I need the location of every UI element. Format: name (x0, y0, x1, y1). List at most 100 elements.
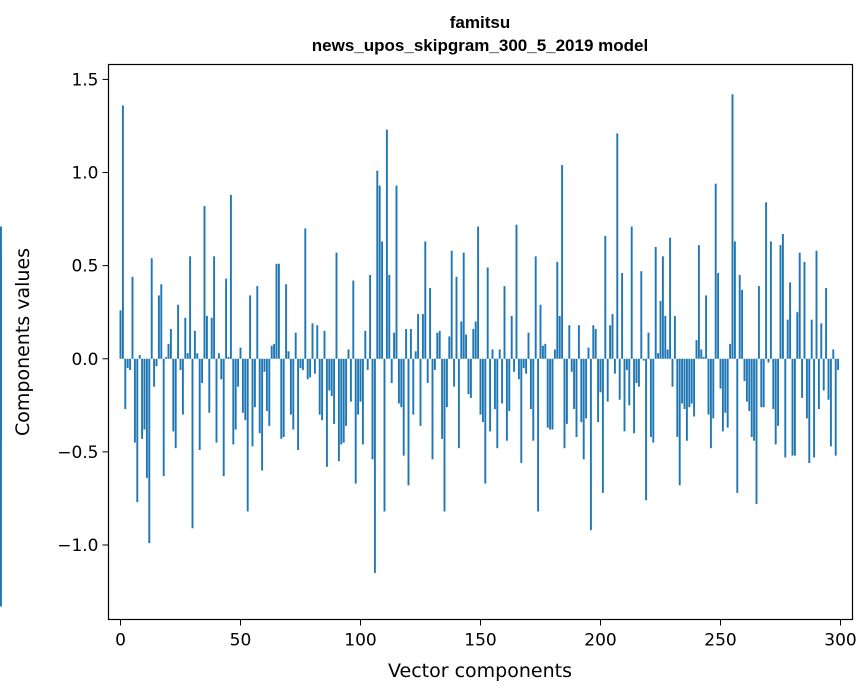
bar (618, 358, 621, 400)
bar (361, 358, 364, 445)
bar (220, 358, 223, 380)
bar (781, 233, 784, 359)
bar (244, 358, 247, 421)
bar (371, 358, 374, 460)
bar (457, 358, 460, 449)
bar (450, 250, 453, 359)
bar (313, 358, 316, 374)
bar (642, 358, 645, 361)
bar (628, 358, 631, 406)
bar (395, 185, 398, 359)
bar (731, 94, 734, 359)
bar (397, 358, 400, 404)
bar (448, 336, 451, 359)
bar (349, 358, 352, 402)
bar (409, 328, 412, 359)
bar (133, 358, 136, 443)
bar (685, 358, 688, 441)
bar (700, 349, 703, 359)
bar (472, 328, 475, 359)
bar (453, 358, 456, 387)
x-tick-label: 100 (344, 631, 376, 651)
bar (124, 358, 127, 410)
bar (126, 358, 129, 369)
bar (455, 276, 458, 359)
bar (757, 286, 760, 359)
bar (419, 358, 422, 426)
x-tick-label: 50 (230, 631, 252, 651)
bar (525, 358, 528, 374)
bar (625, 358, 628, 370)
bar (489, 358, 492, 432)
bar (539, 304, 542, 359)
bar (277, 263, 280, 359)
bar (491, 349, 494, 359)
bar (189, 256, 192, 359)
bar (553, 349, 556, 359)
bar (345, 358, 348, 426)
bar (486, 267, 489, 359)
bar (299, 358, 302, 369)
bar (210, 317, 213, 359)
bar (805, 358, 808, 419)
bar (510, 315, 513, 359)
bar (803, 261, 806, 359)
bar (556, 261, 559, 359)
bar (810, 319, 813, 359)
bar (467, 358, 470, 395)
bar (429, 287, 432, 359)
bar (342, 358, 345, 443)
bar (217, 353, 220, 359)
bar (129, 358, 132, 370)
bar (321, 358, 324, 421)
bar (678, 358, 681, 486)
bar (172, 358, 175, 432)
bar (741, 289, 744, 359)
bar (0, 349, 2, 359)
bar (289, 358, 292, 415)
bar (352, 280, 355, 359)
bar (657, 353, 660, 359)
bar (184, 317, 187, 359)
bar (196, 353, 199, 359)
plot-frame (107, 63, 854, 621)
bar (712, 358, 715, 419)
bar (378, 185, 381, 359)
bar (309, 358, 312, 378)
bar (306, 358, 309, 380)
bar (505, 358, 508, 441)
bar (443, 358, 446, 512)
bar (208, 358, 211, 413)
bar (671, 358, 674, 387)
bar (568, 325, 571, 359)
bar (366, 358, 369, 370)
bar (301, 358, 304, 370)
bar (441, 358, 444, 439)
bar (347, 349, 350, 359)
bar (131, 276, 134, 359)
bar (155, 358, 158, 367)
bar (354, 358, 357, 484)
bar (707, 358, 710, 415)
bar (498, 349, 501, 359)
bar (611, 314, 614, 359)
bar (573, 358, 576, 410)
bar (273, 343, 276, 359)
bar (606, 358, 609, 402)
bar (177, 304, 180, 359)
bar (311, 323, 314, 359)
bar (721, 358, 724, 432)
bar (462, 252, 465, 359)
bar (249, 295, 252, 359)
bar (222, 358, 225, 477)
bar (688, 358, 691, 408)
bar (0, 355, 2, 359)
bar (369, 274, 372, 359)
bar (335, 252, 338, 359)
bar (709, 358, 712, 449)
bar (162, 358, 165, 477)
bar (383, 358, 386, 512)
bar (237, 358, 240, 387)
bar (179, 358, 182, 370)
bar (340, 358, 343, 445)
